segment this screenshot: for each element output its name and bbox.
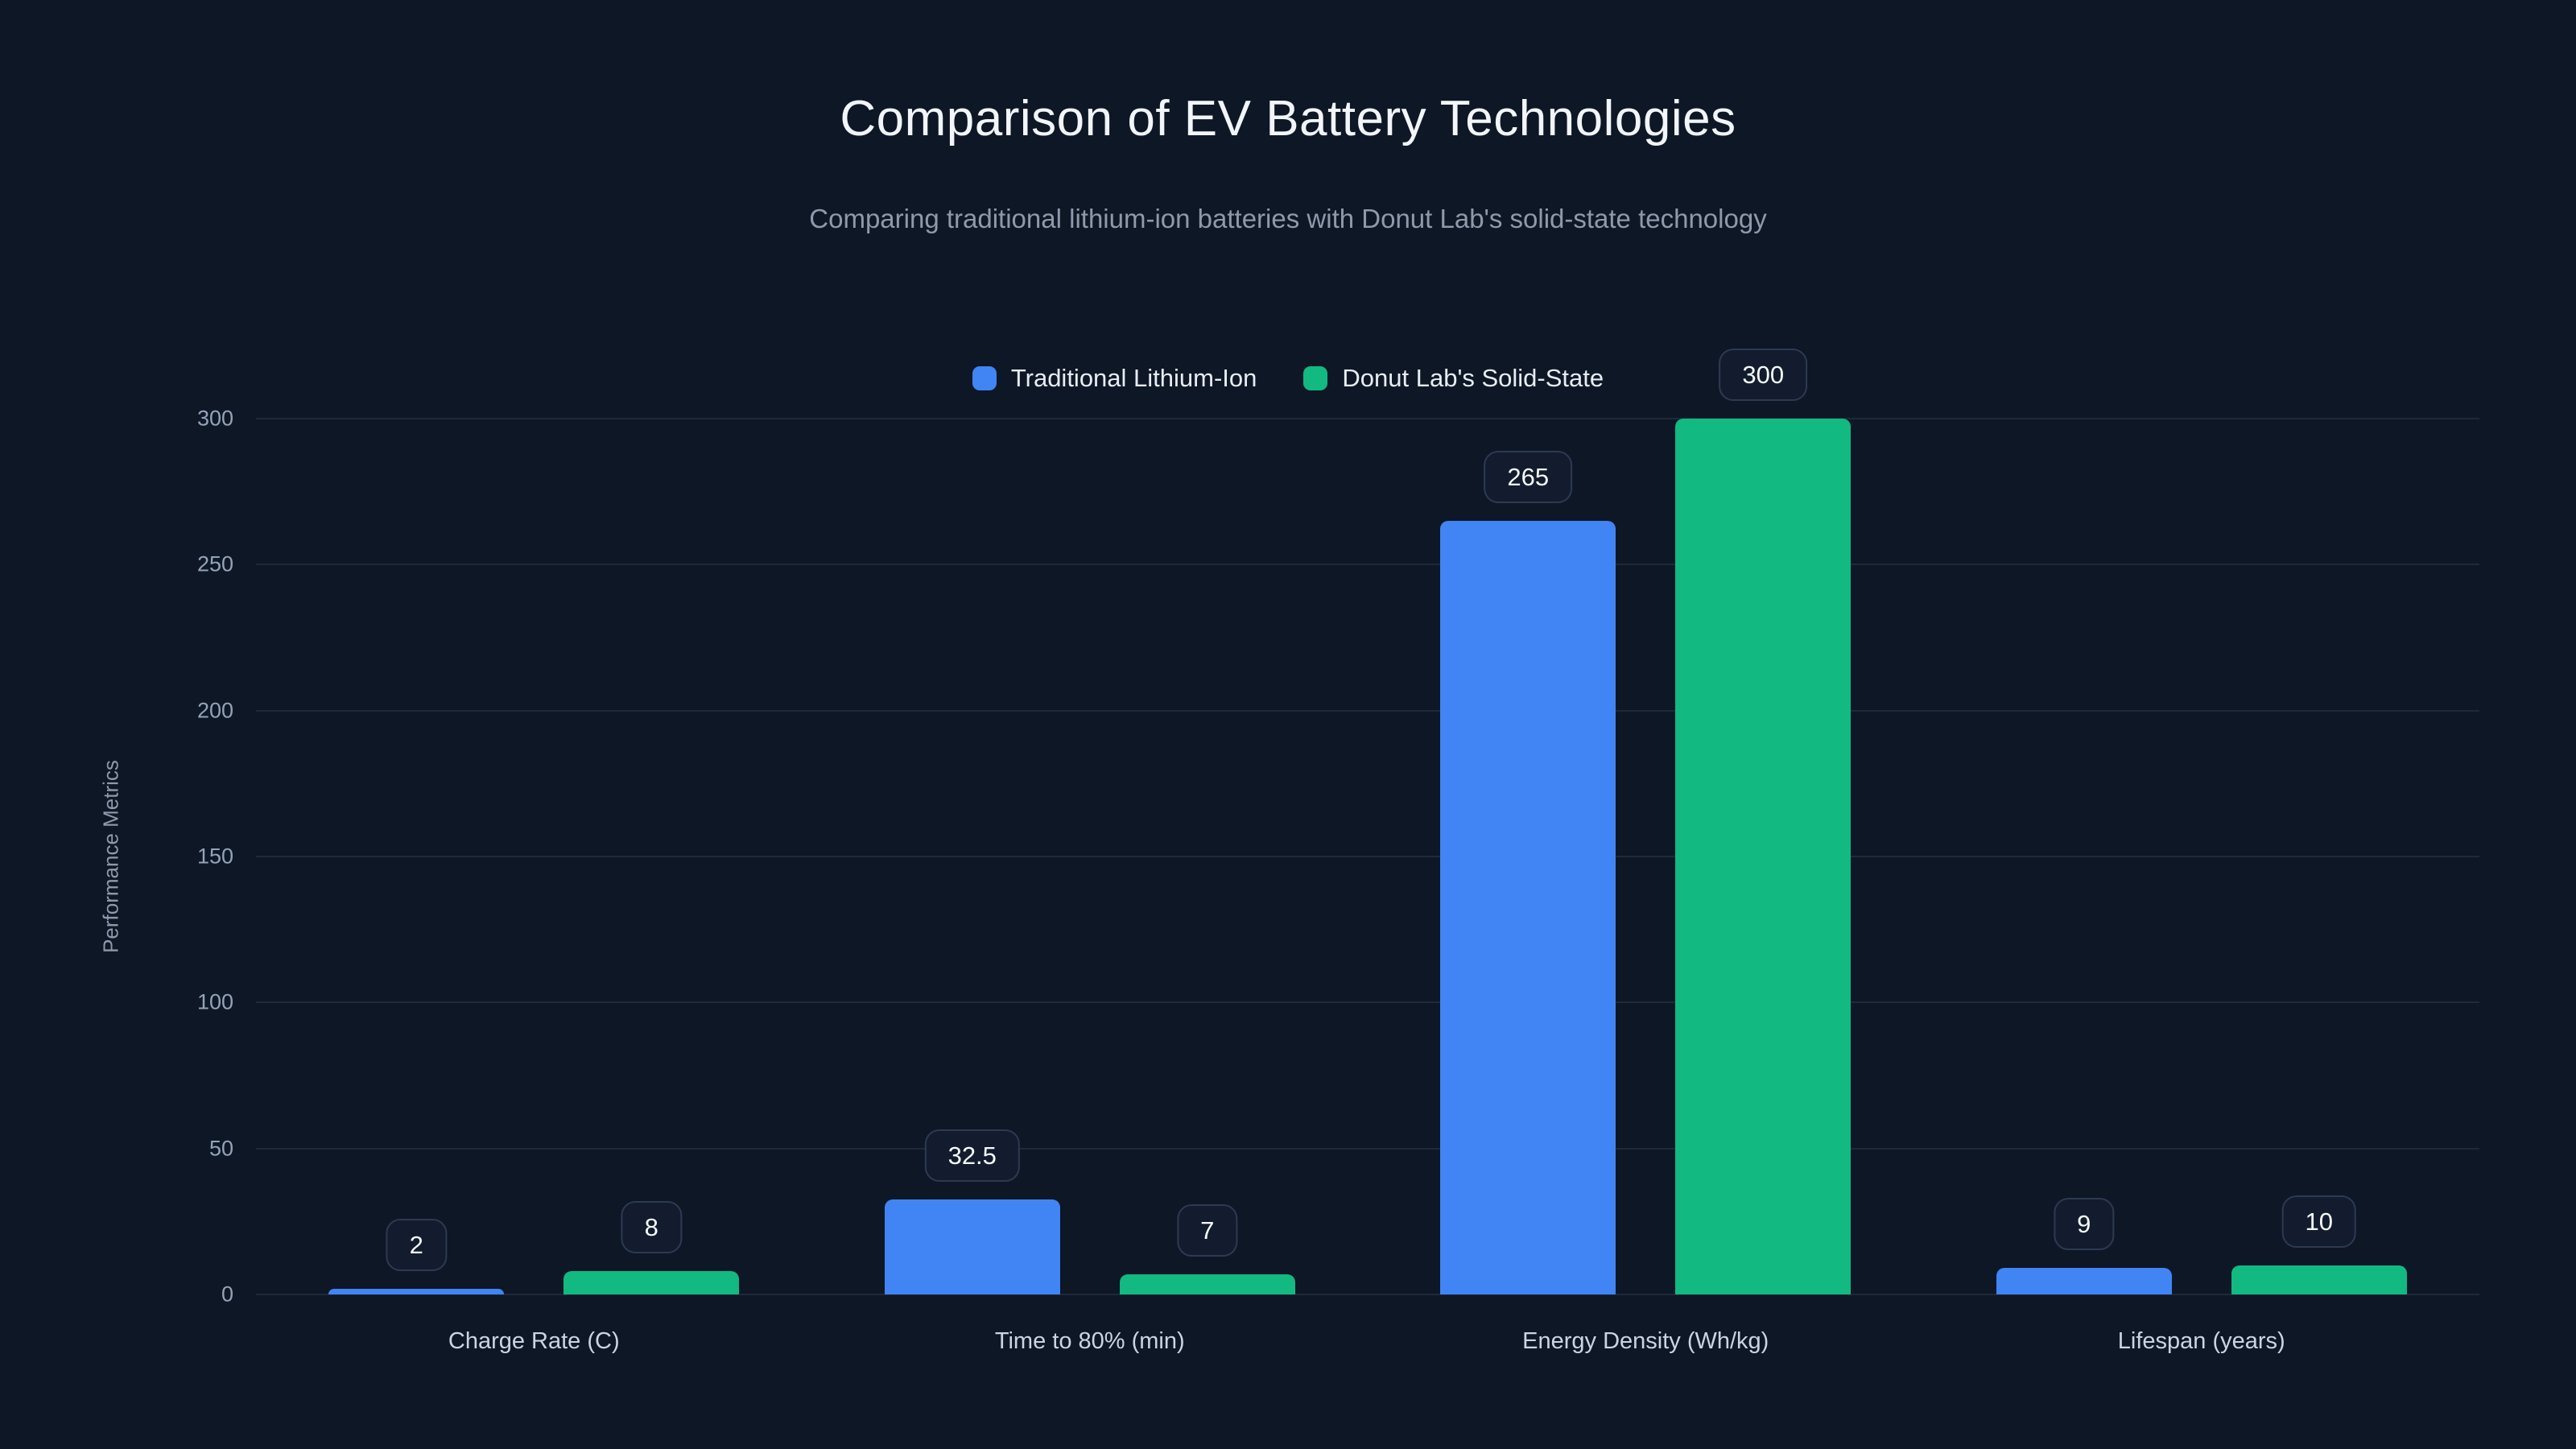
value-label: 32.5 bbox=[924, 1129, 1020, 1183]
bar-column: 8 bbox=[564, 1201, 740, 1294]
value-label: 7 bbox=[1177, 1203, 1238, 1257]
legend-item-traditional-lithium-ion[interactable]: Traditional Lithium-Ion bbox=[972, 364, 1257, 393]
value-label: 10 bbox=[2281, 1195, 2356, 1248]
y-tick-300: 300 bbox=[196, 406, 233, 431]
bar-column: 2 bbox=[328, 1218, 505, 1294]
bar-time-to-80-min-series-1 bbox=[1119, 1274, 1295, 1294]
value-label: 8 bbox=[621, 1201, 682, 1253]
y-tick-0: 0 bbox=[221, 1282, 233, 1307]
chart-title: Comparison of EV Battery Technologies bbox=[840, 91, 1736, 147]
bar-column: 9 bbox=[1996, 1198, 2172, 1294]
x-category-label: Energy Density (Wh/kg) bbox=[1522, 1328, 1769, 1354]
chart-legend: Traditional Lithium-Ion Donut Lab's Solid… bbox=[0, 364, 2576, 393]
y-tick-100: 100 bbox=[196, 989, 233, 1014]
bar-column: 7 bbox=[1119, 1203, 1295, 1294]
bar-group-charge-rate-c: 2 8 Charge Rate (C) bbox=[256, 419, 812, 1354]
y-tick-250: 250 bbox=[196, 551, 233, 576]
bar-charge-rate-c-series-0 bbox=[328, 1288, 505, 1294]
bar-lifespan-years-series-1 bbox=[2231, 1265, 2407, 1294]
gridline-300 bbox=[256, 418, 2479, 419]
bar-column: 10 bbox=[2231, 1195, 2407, 1294]
bar-column: 32.5 bbox=[884, 1129, 1060, 1294]
bar-group-time-to-80-min: 32.5 7 Time to 80% (min) bbox=[812, 419, 1368, 1354]
gridline-200 bbox=[256, 709, 2479, 712]
value-label: 9 bbox=[2054, 1198, 2115, 1251]
y-tick-150: 150 bbox=[196, 844, 233, 869]
legend-label: Donut Lab's Solid-State bbox=[1342, 364, 1604, 392]
gridline-250 bbox=[256, 564, 2479, 566]
bar-lifespan-years-series-0 bbox=[1996, 1268, 2172, 1294]
x-category-label: Time to 80% (min) bbox=[994, 1328, 1185, 1354]
bar-energy-density-wh-kg-series-1 bbox=[1675, 419, 1852, 1294]
bar-group-energy-density-wh-kg: 265 300 Energy Density (Wh/kg) bbox=[1368, 349, 1924, 1354]
legend-swatch-icon bbox=[972, 366, 997, 390]
legend-item-donut-lab-solid-state[interactable]: Donut Lab's Solid-State bbox=[1303, 364, 1604, 393]
legend-label: Traditional Lithium-Ion bbox=[1010, 364, 1257, 392]
gridline-150 bbox=[256, 856, 2479, 857]
gridline-100 bbox=[256, 1001, 2479, 1004]
chart-area: Performance Metrics 0 50 100 150 200 250 300 2 8… bbox=[0, 349, 2576, 1354]
gridline-0 bbox=[256, 1294, 2479, 1295]
bar-charge-rate-c-series-1 bbox=[564, 1271, 740, 1294]
bar-energy-density-wh-kg-series-0 bbox=[1440, 520, 1616, 1294]
legend-swatch-icon bbox=[1303, 366, 1328, 390]
plot-area: 0 50 100 150 200 250 300 2 8 Charge Rate (C) 32.5 7… bbox=[197, 349, 2480, 1354]
bar-time-to-80-min-series-0 bbox=[884, 1199, 1060, 1294]
value-label: 265 bbox=[1484, 450, 1573, 503]
value-label: 300 bbox=[1719, 349, 1808, 401]
bar-column: 300 bbox=[1675, 349, 1852, 1294]
x-category-label: Charge Rate (C) bbox=[448, 1328, 620, 1354]
gridline-50 bbox=[256, 1147, 2479, 1150]
chart-subtitle: Comparing traditional lithium-ion batter… bbox=[809, 204, 1767, 233]
bar-group-lifespan-years: 9 10 Lifespan (years) bbox=[1924, 419, 2480, 1354]
y-tick-200: 200 bbox=[196, 698, 233, 723]
bar-column: 265 bbox=[1440, 450, 1616, 1294]
value-label: 2 bbox=[386, 1218, 447, 1271]
y-tick-50: 50 bbox=[208, 1136, 233, 1161]
x-category-label: Lifespan (years) bbox=[2117, 1328, 2285, 1354]
